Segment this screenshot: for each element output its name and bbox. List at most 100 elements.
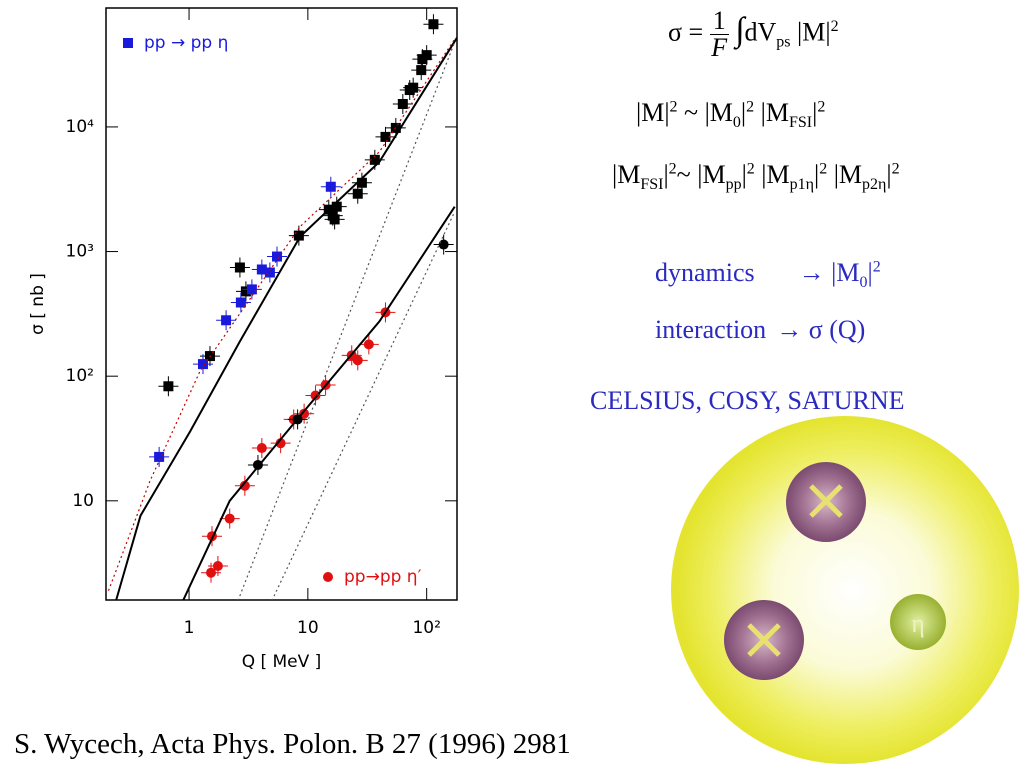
data-point xyxy=(239,480,250,491)
data-point xyxy=(329,214,340,225)
data-point xyxy=(408,82,419,93)
formula-part: interaction xyxy=(655,315,767,344)
formula-part: 2 xyxy=(746,160,755,178)
data-point xyxy=(272,251,283,262)
plot-frame xyxy=(105,7,458,601)
formula: |MFSI|2~ |Mpp|2 |Mp1η|2 |Mp2η|2 xyxy=(612,160,900,194)
data-point xyxy=(416,65,427,76)
legend-marker xyxy=(123,38,133,48)
curve xyxy=(271,211,456,600)
formula-part: 2 xyxy=(819,160,828,178)
proton-cross xyxy=(747,623,781,657)
data-point xyxy=(352,188,363,199)
experiments: CELSIUS, COSY, SATURNE xyxy=(590,386,905,415)
x-tick-label: 10 xyxy=(297,618,319,638)
formula-part: |M| xyxy=(636,98,670,127)
formula-part: dynamics xyxy=(655,258,755,287)
formula-part: p1η xyxy=(789,176,814,194)
data-point xyxy=(397,98,408,109)
formula-part: p2η xyxy=(862,176,887,194)
y-tick-label: 10 xyxy=(72,491,94,511)
formula-part: pp xyxy=(725,176,742,194)
formula-part: → σ (Q) xyxy=(776,315,866,344)
y-tick-label: 10⁴ xyxy=(66,117,95,137)
legend-label: pp→pp η′ xyxy=(344,567,422,587)
formula-part: → |M xyxy=(798,258,860,287)
formula: |M|2 ~ |M0|2 |MFSI|2 xyxy=(636,98,825,132)
formula-part: ~ |M xyxy=(677,98,733,127)
formula-part: | xyxy=(867,258,873,287)
data-point xyxy=(221,315,232,326)
data-point xyxy=(235,297,246,308)
formula-part: | xyxy=(812,98,818,127)
data-point xyxy=(234,262,245,273)
formula-part: 2 xyxy=(668,160,677,178)
data-point xyxy=(380,131,391,142)
data-point xyxy=(356,177,367,188)
formula-part: 2 xyxy=(669,98,678,116)
y-tick-label: 10³ xyxy=(66,242,94,262)
formula-part: 2 xyxy=(817,98,826,116)
formula-part: | xyxy=(886,160,892,189)
data-point xyxy=(331,201,342,212)
y-axis-label: σ [ nb ] xyxy=(28,273,48,335)
data-point xyxy=(240,286,251,297)
curve xyxy=(107,38,456,591)
data-point xyxy=(264,267,275,278)
legend-label: pp → pp η xyxy=(144,33,228,53)
chart: 1 10 10² 10 10² 10³ 10⁴ Q [ MeV ] σ [ nb ] pp → p… xyxy=(28,7,458,672)
formula-part: 2 xyxy=(872,258,881,276)
data-point xyxy=(224,513,235,524)
formula-part: |M xyxy=(754,160,790,189)
data-point xyxy=(154,451,165,462)
data-point xyxy=(363,339,374,350)
curve xyxy=(182,206,456,600)
formula-part: 2 xyxy=(746,98,755,116)
formula: interaction → σ (Q) xyxy=(655,315,865,345)
curve xyxy=(237,41,456,600)
data-point xyxy=(256,264,267,275)
formula-part: 2 xyxy=(891,160,900,178)
data-point xyxy=(325,181,336,192)
data-point xyxy=(438,239,449,250)
data-point xyxy=(369,154,380,165)
formula-part: 0 xyxy=(859,274,868,292)
data-point xyxy=(246,284,257,295)
data-point xyxy=(212,560,223,571)
data-point xyxy=(352,355,363,366)
formula-part: 0 xyxy=(732,114,741,132)
formula-part: | xyxy=(663,160,669,189)
formula: dynamics → |M0|2 xyxy=(655,258,881,292)
meson xyxy=(890,594,946,650)
data-point xyxy=(293,230,304,241)
formula-part: | xyxy=(813,160,820,189)
data-point xyxy=(256,443,267,454)
formula-part: FSI xyxy=(788,114,813,132)
formula-part: | xyxy=(741,160,747,189)
data-point xyxy=(310,390,321,401)
data-point xyxy=(197,359,208,370)
formula-part: FSI xyxy=(640,176,664,194)
data-point xyxy=(205,567,216,578)
formula-part: |M xyxy=(827,160,863,189)
x-tick-label: 10² xyxy=(412,618,440,638)
data-point xyxy=(299,408,310,419)
formula-part: | xyxy=(740,98,747,127)
data-point xyxy=(275,438,286,449)
proton-picture: η xyxy=(671,416,1019,764)
data-point xyxy=(163,381,174,392)
meson-label: η xyxy=(911,609,925,638)
data-point xyxy=(421,50,432,61)
curve xyxy=(115,37,457,600)
formula-part: |M xyxy=(612,160,641,189)
x-tick-label: 1 xyxy=(184,618,195,638)
x-axis-label: Q [ MeV ] xyxy=(242,652,322,672)
formula-part: |M xyxy=(754,98,789,127)
y-tick-label: 10² xyxy=(66,366,94,386)
citation: S. Wycech, Acta Phys. Polon. B 27 (1996)… xyxy=(14,728,571,760)
formula-part: ~ |M xyxy=(676,160,726,189)
proton-cross xyxy=(809,484,843,518)
legend-marker xyxy=(323,572,333,582)
